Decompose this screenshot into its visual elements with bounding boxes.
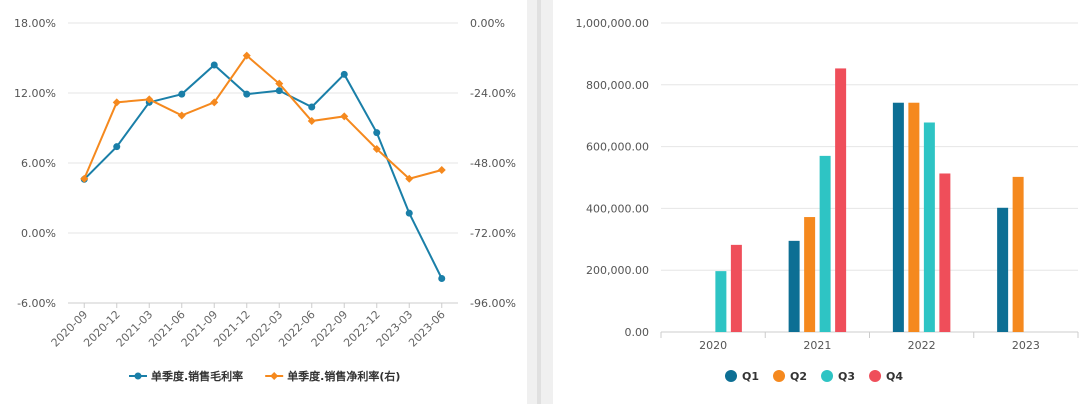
- data-point: [373, 129, 381, 137]
- y-tick-label: 600,000.00: [586, 141, 649, 154]
- y-right-tick-label: -48.00%: [470, 157, 516, 170]
- data-point: [113, 143, 121, 151]
- legend-label: Q2: [790, 370, 807, 383]
- data-point: [438, 275, 446, 282]
- legend-label: Q1: [742, 370, 759, 383]
- x-tick-label: 2023: [1012, 339, 1040, 352]
- legend-marker: [869, 370, 882, 382]
- data-point: [308, 103, 316, 111]
- y-tick-label: 400,000.00: [586, 202, 649, 215]
- bar: [804, 217, 816, 332]
- bar: [730, 244, 742, 332]
- x-tick-label: 2021: [803, 339, 831, 352]
- legend-marker: [725, 370, 737, 382]
- legend-label: 单季度.销售毛利率: [151, 369, 243, 383]
- bar: [819, 155, 831, 332]
- data-point: [275, 87, 283, 95]
- quarterly-bar-chart: 1,000,000.00 800,000.00 600,000.00 400,000.…: [576, 17, 1079, 383]
- y-left-tick-label: 6.00%: [21, 157, 56, 170]
- bar: [908, 102, 920, 332]
- data-point: [210, 61, 218, 69]
- bar: [997, 207, 1009, 332]
- bar: [892, 102, 904, 332]
- gross-net-margin-chart-panel: 18.00% 0.00% 12.00% -24.00% 6.00% -48.00% 0.00…: [0, 0, 527, 404]
- legend-marker: [270, 372, 279, 380]
- data-point: [307, 117, 316, 125]
- data-point: [405, 209, 413, 217]
- quarterly-bar-chart-panel: 1,000,000.00 800,000.00 600,000.00 400,000.…: [553, 0, 1080, 404]
- y-right-tick-label: 0.00%: [470, 17, 505, 30]
- y-left-tick-label: 18.00%: [14, 17, 56, 30]
- y-left-tick-label: -6.00%: [17, 297, 56, 310]
- bar: [939, 173, 951, 332]
- bar: [835, 68, 847, 332]
- y-left-tick-label: 12.00%: [14, 87, 56, 100]
- data-point: [242, 51, 251, 60]
- y-tick-label: 800,000.00: [586, 79, 649, 92]
- data-point: [210, 98, 219, 107]
- data-point: [275, 79, 284, 88]
- data-point: [178, 90, 186, 98]
- legend-label: Q4: [886, 370, 903, 383]
- bar: [715, 271, 727, 332]
- y-right-tick-label: -72.00%: [470, 227, 516, 240]
- data-point: [112, 98, 121, 107]
- data-point: [145, 95, 154, 104]
- legend-marker: [773, 370, 786, 382]
- y-tick-label: 200,000.00: [586, 264, 649, 277]
- data-point: [340, 70, 348, 78]
- data-point: [243, 90, 251, 98]
- data-point: [437, 166, 446, 174]
- series-line: [83, 54, 443, 180]
- data-point: [177, 111, 186, 120]
- y-left-tick-label: 0.00%: [21, 227, 56, 240]
- panel-divider: [527, 0, 553, 404]
- data-point: [80, 174, 89, 183]
- y-right-tick-label: -96.00%: [470, 297, 516, 310]
- margin-line-chart: 18.00% 0.00% 12.00% -24.00% 6.00% -48.00% 0.00…: [14, 17, 516, 383]
- series-line: [83, 63, 443, 279]
- data-point: [405, 174, 414, 183]
- data-point: [372, 145, 381, 153]
- data-point: [340, 112, 349, 121]
- legend-marker: [134, 372, 142, 380]
- y-tick-label: 0.00: [625, 326, 650, 339]
- y-tick-label: 1,000,000.00: [576, 17, 649, 30]
- legend-label: Q3: [838, 370, 855, 383]
- y-right-tick-label: -24.00%: [470, 87, 516, 100]
- bar: [1012, 176, 1024, 332]
- bar: [923, 122, 935, 332]
- x-tick-label: 2022: [908, 339, 936, 352]
- legend-marker: [821, 370, 834, 382]
- bar: [788, 240, 800, 332]
- legend-label: 单季度.销售净利率(右): [287, 369, 400, 383]
- x-tick-label: 2020: [699, 339, 727, 352]
